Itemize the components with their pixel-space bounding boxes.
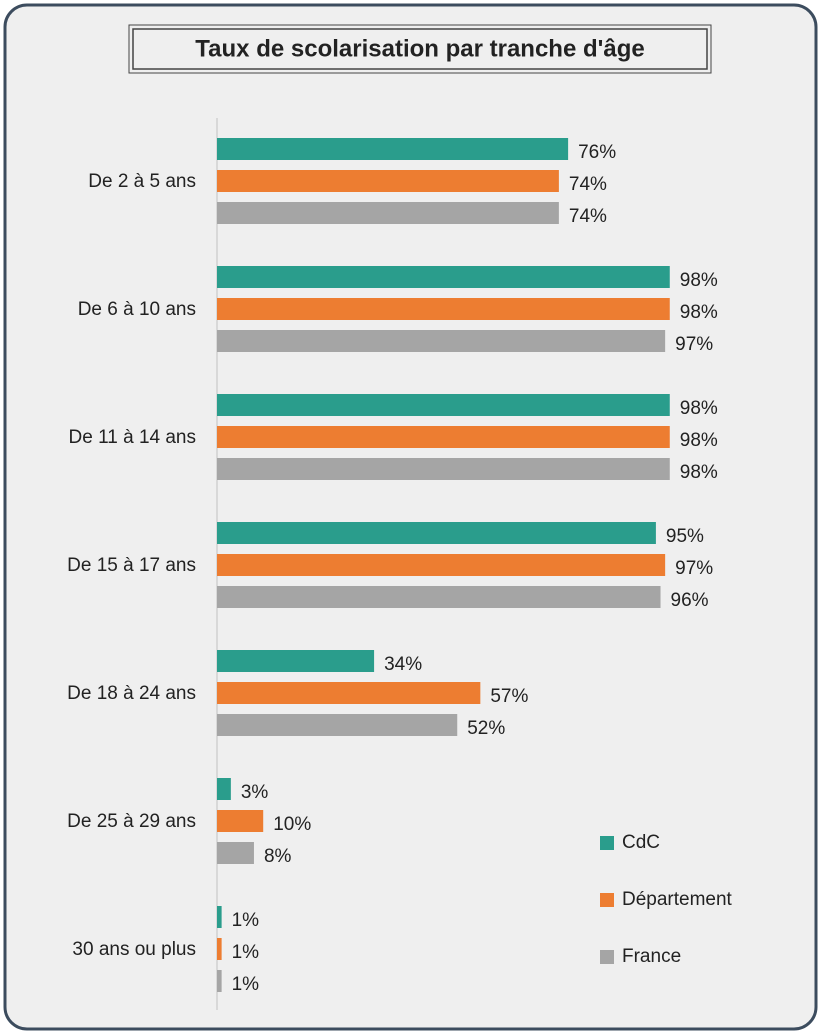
bar	[217, 586, 661, 608]
category-label: De 6 à 10 ans	[78, 299, 196, 320]
bar	[217, 426, 670, 448]
bar	[217, 970, 222, 992]
bar	[217, 330, 666, 352]
bar	[217, 938, 222, 960]
bar	[217, 842, 254, 864]
category-label: De 15 à 17 ans	[67, 555, 196, 576]
frame	[3, 3, 818, 1031]
title-box	[128, 24, 712, 74]
legend-label: Département	[622, 889, 733, 910]
value-label: 98%	[680, 462, 718, 483]
value-label: 3%	[241, 782, 269, 803]
category-label: De 2 à 5 ans	[88, 171, 196, 192]
value-label: 52%	[467, 718, 505, 739]
legend-label: France	[622, 946, 681, 967]
category-label: De 11 à 14 ans	[69, 427, 196, 448]
bar	[217, 266, 670, 288]
legend-swatch	[600, 893, 614, 907]
category-label: De 25 à 29 ans	[67, 811, 196, 832]
value-label: 10%	[273, 814, 311, 835]
value-label: 76%	[578, 142, 616, 163]
bar	[217, 202, 559, 224]
bar	[217, 650, 375, 672]
value-label: 74%	[569, 206, 607, 227]
bar	[217, 906, 222, 928]
bar	[217, 170, 559, 192]
bar	[217, 714, 458, 736]
value-label: 57%	[490, 686, 528, 707]
bar	[217, 554, 666, 576]
legend-swatch	[600, 950, 614, 964]
bar	[217, 394, 670, 416]
value-label: 1%	[232, 974, 260, 995]
bar	[217, 138, 569, 160]
category-label: De 18 à 24 ans	[67, 683, 196, 704]
bar	[217, 810, 264, 832]
value-label: 98%	[680, 270, 718, 291]
bar	[217, 682, 481, 704]
bar	[217, 522, 656, 544]
value-label: 98%	[680, 430, 718, 451]
value-label: 1%	[232, 910, 260, 931]
category-label: 30 ans ou plus	[72, 939, 196, 960]
value-label: 98%	[680, 302, 718, 323]
legend-swatch	[600, 836, 614, 850]
value-label: 8%	[264, 846, 292, 867]
bar	[217, 298, 670, 320]
value-label: 95%	[666, 526, 704, 547]
value-label: 98%	[680, 398, 718, 419]
title-box-inner	[132, 28, 708, 70]
value-label: 97%	[675, 334, 713, 355]
value-label: 74%	[569, 174, 607, 195]
value-label: 1%	[232, 942, 260, 963]
value-label: 34%	[384, 654, 422, 675]
legend-label: CdC	[622, 832, 660, 853]
bar	[217, 778, 231, 800]
value-label: 96%	[671, 590, 709, 611]
value-label: 97%	[675, 558, 713, 579]
bar	[217, 458, 670, 480]
chart-title: Taux de scolarisation par tranche d'âge	[195, 35, 644, 62]
